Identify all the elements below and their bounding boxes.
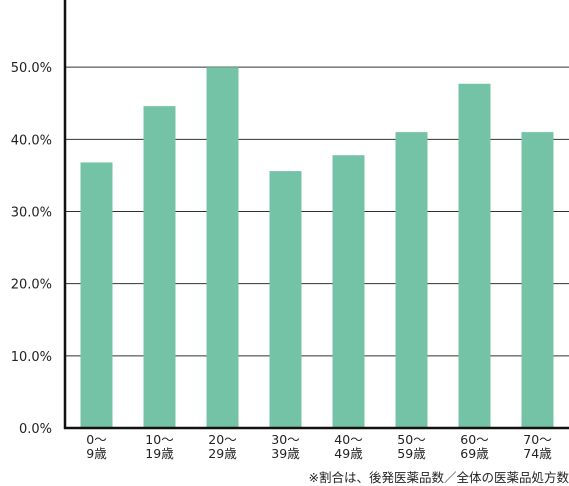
gridlines bbox=[65, 66, 569, 357]
x-tick-label: 10〜 bbox=[145, 432, 173, 447]
y-tick-label: 30.0% bbox=[11, 206, 52, 221]
y-tick-label: 60.0% bbox=[11, 0, 52, 4]
x-tick-label: 29歳 bbox=[208, 446, 237, 461]
x-tick-label: 74歳 bbox=[523, 446, 552, 461]
x-axis-labels: 0〜9歳 10〜19歳 20〜29歳 30〜39歳 40〜49歳 50〜59歳 60〜69歳… bbox=[86, 432, 552, 461]
y-tick-label: 0.0% bbox=[19, 422, 52, 437]
bar bbox=[143, 106, 176, 429]
footnote: ※割合は、後発医薬品数／全体の医薬品処方数 bbox=[309, 470, 569, 485]
x-tick-label: 40〜 bbox=[334, 432, 362, 447]
bar bbox=[458, 83, 491, 428]
x-tick-label: 30〜 bbox=[271, 432, 299, 447]
bar bbox=[80, 162, 113, 428]
x-tick-label: 49歳 bbox=[334, 446, 363, 461]
y-tick-label: 40.0% bbox=[11, 133, 52, 148]
x-tick-label: 19歳 bbox=[145, 446, 174, 461]
bar bbox=[206, 67, 239, 429]
x-tick-label: 69歳 bbox=[460, 446, 489, 461]
x-tick-label: 9歳 bbox=[86, 446, 107, 461]
bar bbox=[395, 132, 428, 428]
x-tick-label: 59歳 bbox=[397, 446, 426, 461]
x-tick-label: 39歳 bbox=[271, 446, 300, 461]
y-tick-label: 20.0% bbox=[11, 278, 52, 293]
y-axis-ticks: 0.0% 10.0% 20.0% 30.0% 40.0% 50.0% 60.0% bbox=[11, 0, 52, 437]
bar bbox=[332, 155, 365, 428]
x-tick-label: 20〜 bbox=[208, 432, 236, 447]
y-tick-label: 10.0% bbox=[11, 350, 52, 365]
x-tick-label: 50〜 bbox=[397, 432, 425, 447]
x-tick-label: 70〜 bbox=[523, 432, 551, 447]
bars bbox=[80, 67, 554, 429]
y-tick-label: 50.0% bbox=[11, 61, 52, 76]
x-tick-label: 60〜 bbox=[460, 432, 488, 447]
bar bbox=[269, 171, 302, 428]
x-tick-label: 0〜 bbox=[86, 432, 106, 447]
bar bbox=[521, 132, 554, 428]
